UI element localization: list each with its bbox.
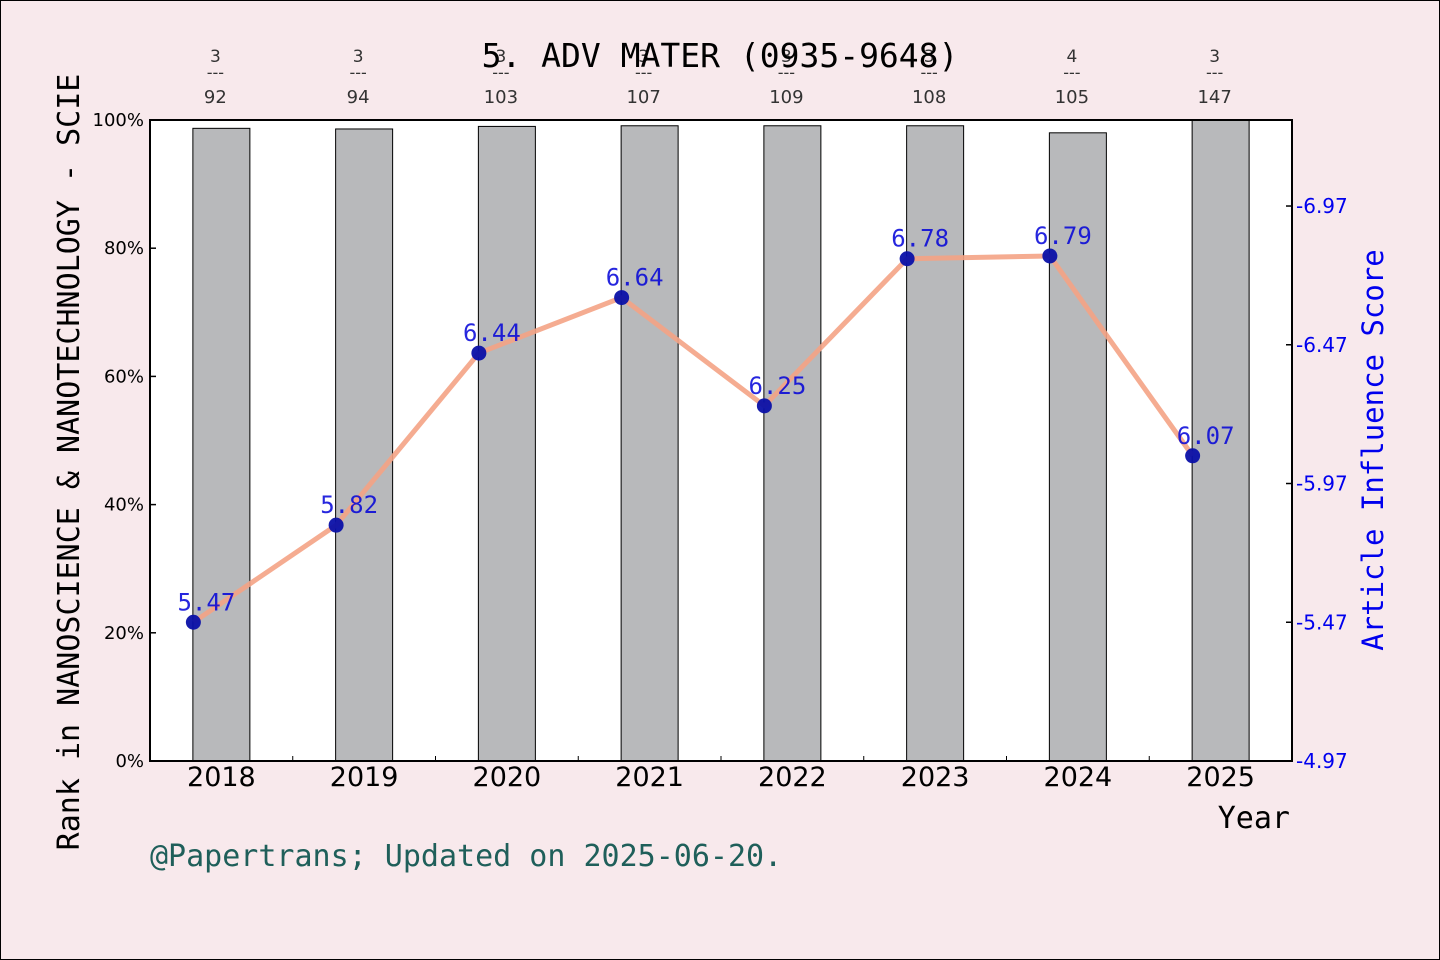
- rank-separator-2019: ---: [349, 63, 366, 82]
- x-tick-label-2020: 2020: [473, 762, 542, 793]
- plot-area: [150, 120, 1292, 761]
- left-tick-label: 80%: [104, 238, 144, 259]
- influence-value-label-2021: 6.64: [606, 264, 664, 292]
- bar-2018: [192, 127, 251, 762]
- rank-total-2025: 147: [1197, 87, 1231, 108]
- influence-value-label-2019: 5.82: [320, 491, 378, 519]
- rank-separator-2025: ---: [1206, 63, 1223, 82]
- rank-separator-2018: ---: [207, 63, 224, 82]
- rank-total-2021: 107: [626, 87, 660, 108]
- rank-total-2022: 109: [769, 87, 803, 108]
- rank-numerator-2020: 3: [495, 47, 506, 67]
- rank-numerator-2025: 3: [1209, 47, 1220, 67]
- x-tick-label-2024: 2024: [1044, 762, 1113, 793]
- rank-numerator-2023: 3: [924, 47, 935, 67]
- influence-point-2023: [899, 251, 915, 267]
- influence-value-label-2025: 6.07: [1177, 422, 1235, 450]
- bar-2022: [763, 125, 822, 762]
- rank-numerator-2019: 3: [353, 47, 364, 67]
- influence-point-2021: [614, 290, 630, 306]
- rank-total-2020: 103: [484, 87, 518, 108]
- bar-2024: [1048, 132, 1107, 762]
- y-axis-label: Rank in NANOSCIENCE & NANOTECHNOLOGY - S…: [52, 74, 87, 851]
- x-tick-label-2019: 2019: [330, 762, 399, 793]
- influence-value-label-2023: 6.78: [891, 225, 949, 253]
- footer-credit: @Papertrans; Updated on 2025-06-20.: [150, 839, 782, 874]
- rank-separator-2020: ---: [492, 63, 509, 82]
- influence-point-2025: [1185, 448, 1201, 464]
- left-tick-label: 60%: [104, 366, 144, 387]
- rank-total-2018: 92: [204, 87, 227, 108]
- rank-numerator-2018: 3: [210, 47, 221, 67]
- y2-axis-label: Article Influence Score: [1356, 249, 1390, 651]
- bar-series: [192, 119, 1250, 762]
- rank-labels: 3---923---943---1033---1073---1093---108…: [204, 47, 1232, 108]
- bar-2021: [620, 125, 679, 762]
- influence-value-label-2018: 5.47: [177, 588, 235, 616]
- influence-point-2024: [1042, 248, 1058, 264]
- rank-separator-2023: ---: [920, 63, 937, 82]
- x-axis: 2018 2019 2020 2021 2022 2023 2024 2025: [149, 756, 1293, 793]
- left-tick-label: 20%: [104, 623, 144, 644]
- rank-numerator-2022: 3: [781, 47, 792, 67]
- rank-total-2023: 108: [912, 87, 946, 108]
- x-tick-label-2025: 2025: [1186, 762, 1255, 793]
- right-tick-label: -5.97: [1296, 472, 1348, 496]
- influence-value-label-2020: 6.44: [463, 319, 521, 347]
- x-tick-label-2021: 2021: [615, 762, 684, 793]
- x-tick-label-2022: 2022: [758, 762, 827, 793]
- right-tick-label: -4.97: [1296, 749, 1348, 773]
- left-axis: 0% 20% 40% 60% 80% 100%: [93, 110, 156, 772]
- rank-separator-2024: ---: [1063, 63, 1080, 82]
- influence-point-2019: [328, 517, 344, 533]
- influence-value-label-2024: 6.79: [1034, 222, 1092, 250]
- line-series: 5.47 5.82 6.44 6.64 6.25 6.78 6.79 6.07: [177, 222, 1235, 630]
- influence-point-2020: [471, 345, 487, 361]
- left-tick-label: 0%: [115, 751, 144, 772]
- x-tick-label-2023: 2023: [901, 762, 970, 793]
- rank-numerator-2021: 3: [638, 47, 649, 67]
- x-tick-label-2018: 2018: [187, 762, 256, 793]
- rank-total-2019: 94: [347, 87, 370, 108]
- right-axis: -4.97 -5.47 -5.97 -6.47 -6.97: [1286, 194, 1348, 773]
- rank-numerator-2024: 4: [1066, 47, 1077, 67]
- rank-separator-2021: ---: [635, 63, 652, 82]
- influence-value-label-2022: 6.25: [748, 372, 806, 400]
- bar-2019: [335, 128, 394, 762]
- left-tick-label: 40%: [104, 495, 144, 516]
- left-tick-label: 100%: [93, 110, 144, 131]
- right-tick-label: -5.47: [1296, 610, 1348, 634]
- bar-2020: [477, 125, 536, 762]
- rank-separator-2022: ---: [778, 63, 795, 82]
- x-axis-label: Year: [1218, 801, 1290, 836]
- influence-line: [191, 253, 1195, 625]
- right-tick-label: -6.97: [1296, 194, 1348, 218]
- influence-point-2018: [185, 614, 201, 630]
- chart-title: 5. ADV MATER (0935-9648): [482, 36, 959, 75]
- right-tick-label: -6.47: [1296, 333, 1348, 357]
- bar-2023: [906, 125, 965, 762]
- influence-point-2022: [756, 398, 772, 414]
- rank-total-2024: 105: [1055, 87, 1089, 108]
